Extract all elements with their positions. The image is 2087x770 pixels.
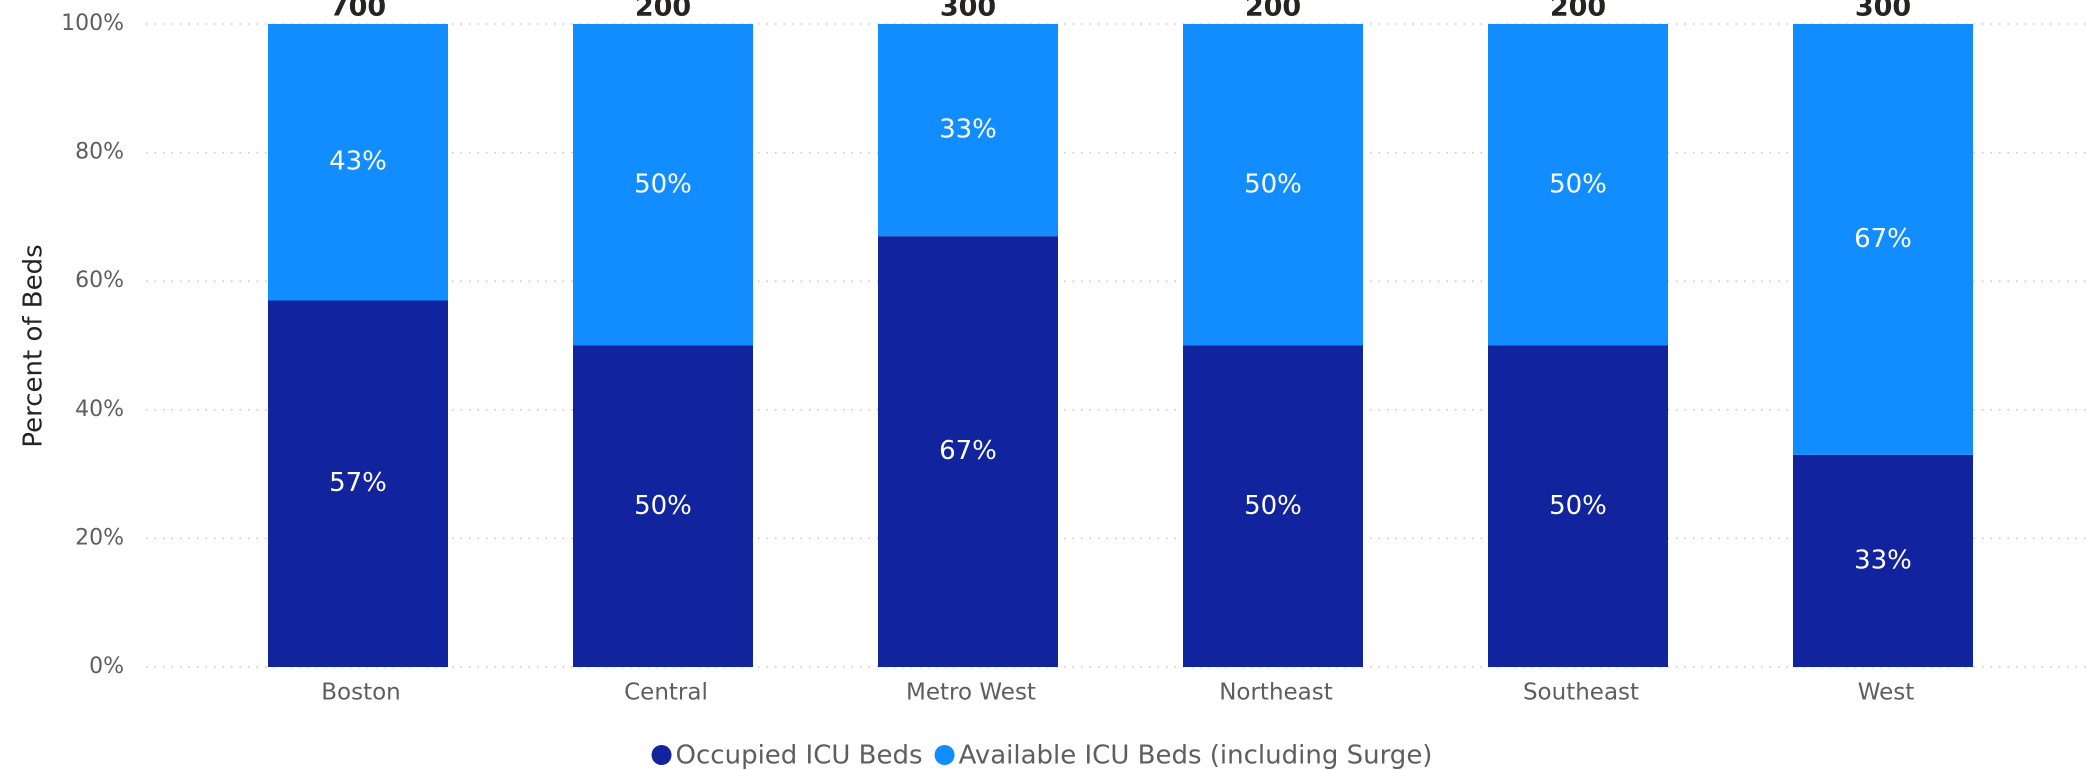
bar-segment [573,24,753,346]
legend-label: Available ICU Beds (including Surge) [959,741,1433,770]
y-tick-label: 40% [75,397,124,422]
bar-segment [268,300,448,667]
data-label: 57% [329,468,387,498]
y-tick-label: 60% [75,268,124,293]
data-label: 50% [1244,169,1302,199]
data-label: 33% [939,115,997,145]
data-label: 50% [1549,491,1607,521]
bar-segment [1488,24,1668,346]
data-label: 50% [634,491,692,521]
x-tick-label: Southeast [1523,680,1639,706]
legend-marker [651,745,672,765]
data-label: 43% [329,147,387,177]
bar-segment [878,24,1058,237]
total-label: 700 [330,0,386,23]
y-axis-title: Percent of Beds [19,244,49,447]
x-tick-label: West [1858,680,1915,706]
data-label: 67% [939,436,997,466]
data-label: 67% [1854,224,1912,254]
legend-marker [934,745,955,765]
y-tick-label: 20% [75,525,124,550]
x-tick-label: Northeast [1219,680,1333,706]
bar-segment [1793,454,1973,667]
total-label: 200 [1550,0,1606,23]
total-label: 300 [940,0,996,23]
total-label: 200 [635,0,691,23]
x-tick-label: Boston [321,680,401,706]
bar-segment [268,24,448,301]
total-label: 300 [1855,0,1911,23]
x-tick-label: Metro West [906,680,1036,706]
x-tick-label: Central [624,680,708,706]
bar-segment [1183,345,1363,667]
y-tick-label: 100% [61,11,124,36]
data-label: 50% [1244,491,1302,521]
bar-segment [1793,24,1973,455]
legend-label: Occupied ICU Beds [676,741,923,770]
bar-segment [1183,24,1363,346]
bar-segment [1488,345,1668,667]
bar-segment [878,236,1058,667]
y-tick-label: 0% [89,654,124,679]
y-tick-label: 80% [75,140,124,165]
data-label: 50% [634,169,692,199]
data-label: 33% [1854,545,1912,575]
total-label: 200 [1245,0,1301,23]
data-label: 50% [1549,169,1607,199]
bar-segment [573,345,753,667]
